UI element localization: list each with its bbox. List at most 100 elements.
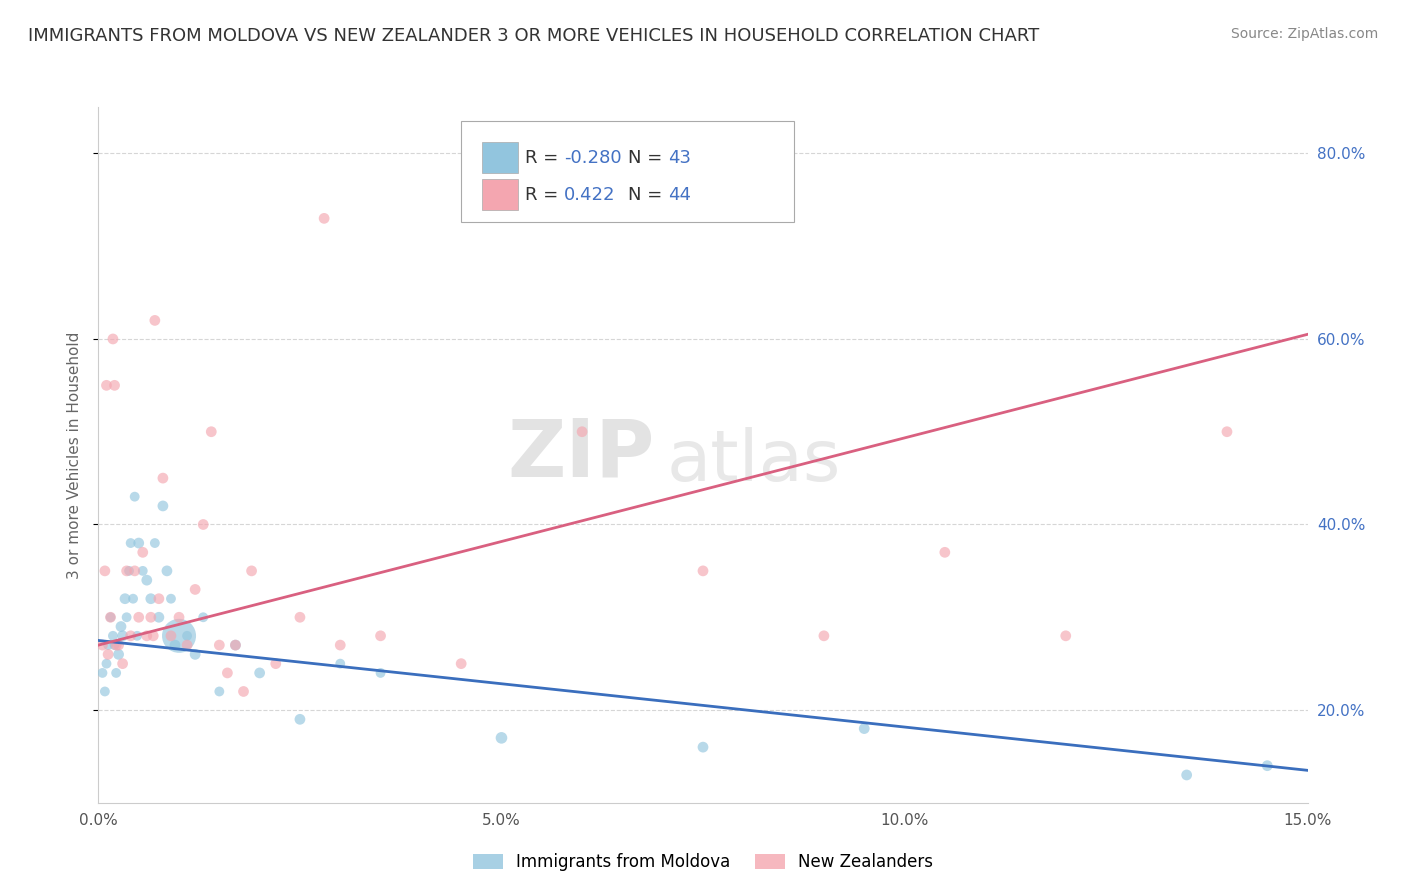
Point xyxy=(163,638,186,652)
Point xyxy=(370,629,392,643)
Point xyxy=(160,629,183,643)
Point xyxy=(329,657,352,671)
Point xyxy=(124,564,146,578)
Point xyxy=(491,731,513,745)
Point xyxy=(101,629,124,643)
Point xyxy=(853,722,876,736)
Point xyxy=(115,564,138,578)
Point xyxy=(208,638,231,652)
Point xyxy=(97,648,120,662)
Point xyxy=(813,629,835,643)
Point xyxy=(288,712,311,726)
Point xyxy=(692,740,714,755)
Text: 0.422: 0.422 xyxy=(564,186,616,204)
Point xyxy=(193,610,215,624)
Point xyxy=(128,610,150,624)
Point xyxy=(91,638,114,652)
Point xyxy=(1054,629,1077,643)
Point xyxy=(118,564,141,578)
Point xyxy=(176,638,198,652)
Point xyxy=(193,517,215,532)
Point xyxy=(1216,425,1239,439)
Point xyxy=(1256,758,1278,772)
Point xyxy=(176,629,198,643)
Text: 44: 44 xyxy=(668,186,690,204)
Text: IMMIGRANTS FROM MOLDOVA VS NEW ZEALANDER 3 OR MORE VEHICLES IN HOUSEHOLD CORRELA: IMMIGRANTS FROM MOLDOVA VS NEW ZEALANDER… xyxy=(28,27,1039,45)
Point xyxy=(224,638,246,652)
Point xyxy=(127,629,149,643)
Point xyxy=(135,629,157,643)
Point xyxy=(184,648,207,662)
Point xyxy=(200,425,222,439)
Point xyxy=(217,665,239,680)
Point xyxy=(96,657,118,671)
Text: atlas: atlas xyxy=(666,427,841,496)
Point xyxy=(111,657,134,671)
Point xyxy=(101,332,124,346)
Point xyxy=(139,591,162,606)
Legend: Immigrants from Moldova, New Zealanders: Immigrants from Moldova, New Zealanders xyxy=(464,845,942,880)
Point xyxy=(103,378,125,392)
Point xyxy=(100,610,122,624)
FancyBboxPatch shape xyxy=(461,121,793,222)
Point xyxy=(94,564,117,578)
Text: Source: ZipAtlas.com: Source: ZipAtlas.com xyxy=(1230,27,1378,41)
Text: R =: R = xyxy=(526,149,564,167)
Point xyxy=(224,638,246,652)
Point xyxy=(143,313,166,327)
Point xyxy=(105,638,128,652)
Point xyxy=(114,591,136,606)
Text: ZIP: ZIP xyxy=(508,416,655,494)
Point xyxy=(152,471,174,485)
Point xyxy=(264,657,287,671)
Point xyxy=(139,610,162,624)
Text: 43: 43 xyxy=(668,149,690,167)
Point xyxy=(111,629,134,643)
Point xyxy=(160,591,183,606)
Point xyxy=(143,536,166,550)
Point xyxy=(1175,768,1198,782)
Point xyxy=(167,629,190,643)
Point xyxy=(110,619,132,633)
Point xyxy=(184,582,207,597)
Point xyxy=(128,536,150,550)
Point xyxy=(142,629,165,643)
Point xyxy=(120,629,142,643)
Point xyxy=(450,657,472,671)
Point xyxy=(571,425,593,439)
Point xyxy=(115,610,138,624)
Point xyxy=(124,490,146,504)
Point xyxy=(249,665,271,680)
Point xyxy=(107,648,129,662)
FancyBboxPatch shape xyxy=(482,178,517,210)
Point xyxy=(156,564,179,578)
Text: N =: N = xyxy=(628,186,668,204)
Point xyxy=(148,610,170,624)
Y-axis label: 3 or more Vehicles in Household: 3 or more Vehicles in Household xyxy=(67,331,83,579)
Point xyxy=(314,211,336,226)
Text: N =: N = xyxy=(628,149,668,167)
Point xyxy=(97,638,120,652)
Point xyxy=(135,573,157,587)
FancyBboxPatch shape xyxy=(482,142,517,173)
Point xyxy=(132,564,155,578)
Point xyxy=(692,564,714,578)
Point xyxy=(122,591,145,606)
Point xyxy=(370,665,392,680)
Point xyxy=(152,499,174,513)
Point xyxy=(132,545,155,559)
Point xyxy=(100,610,122,624)
Point xyxy=(208,684,231,698)
Point xyxy=(94,684,117,698)
Point xyxy=(120,536,142,550)
Point xyxy=(288,610,311,624)
Point xyxy=(148,591,170,606)
Point xyxy=(91,665,114,680)
Point xyxy=(167,610,190,624)
Text: R =: R = xyxy=(526,186,569,204)
Point xyxy=(934,545,956,559)
Point xyxy=(103,638,125,652)
Point xyxy=(240,564,263,578)
Point xyxy=(232,684,254,698)
Text: -0.280: -0.280 xyxy=(564,149,621,167)
